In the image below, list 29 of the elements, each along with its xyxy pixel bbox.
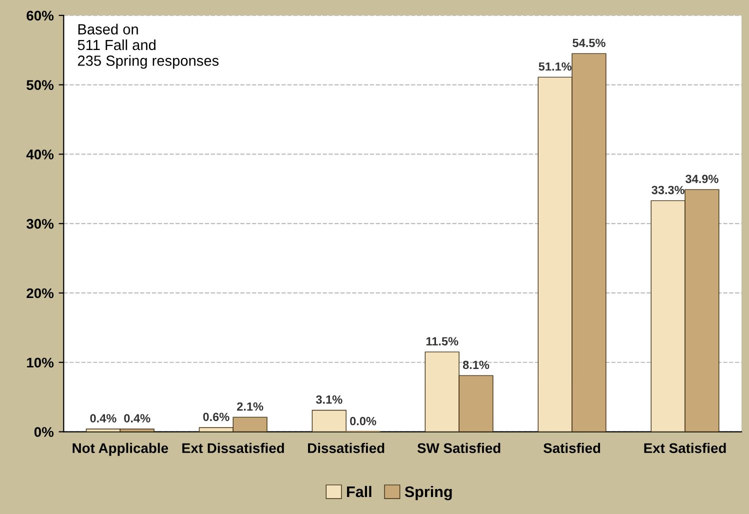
data-label: 54.5% [572, 38, 606, 48]
legend-label: Fall [347, 486, 372, 498]
x-tick-label: Satisfied [544, 442, 600, 454]
data-label: 8.1% [462, 360, 490, 370]
data-label: 33.3% [652, 186, 685, 194]
data-label: 11.5% [426, 337, 458, 346]
x-tick-label: Dissatisfied [308, 442, 384, 454]
data-label: 34.9% [686, 174, 718, 184]
x-tick-label: Ext Satisfied [644, 442, 726, 454]
data-label: 0.4% [90, 414, 116, 422]
y-tick-label: 60% [26, 10, 54, 21]
data-label: 3.1% [316, 395, 342, 404]
annotation: Based on 511 Fall and 235 Spring responses [78, 24, 219, 69]
y-tick-label: 20% [26, 288, 54, 298]
y-tick-label: 30% [26, 218, 54, 229]
x-tick-label: SW Satisfied [417, 442, 500, 454]
x-tick-label: Not Applicable [72, 442, 168, 456]
x-tick-label: Ext Dissatisfied [182, 442, 284, 454]
bar [312, 410, 346, 432]
y-tick-label: 0% [34, 427, 54, 437]
data-label: 51.1% [538, 62, 572, 71]
data-label: 0.6% [203, 412, 230, 422]
data-label: 2.1% [237, 402, 264, 411]
y-tick-label: 40% [26, 150, 54, 160]
data-label: 0.4% [124, 414, 150, 422]
legend-label: Spring [404, 486, 452, 500]
y-tick-label: 10% [27, 358, 54, 368]
data-label: 0.0% [350, 416, 376, 426]
y-tick-label: 50% [26, 80, 54, 90]
